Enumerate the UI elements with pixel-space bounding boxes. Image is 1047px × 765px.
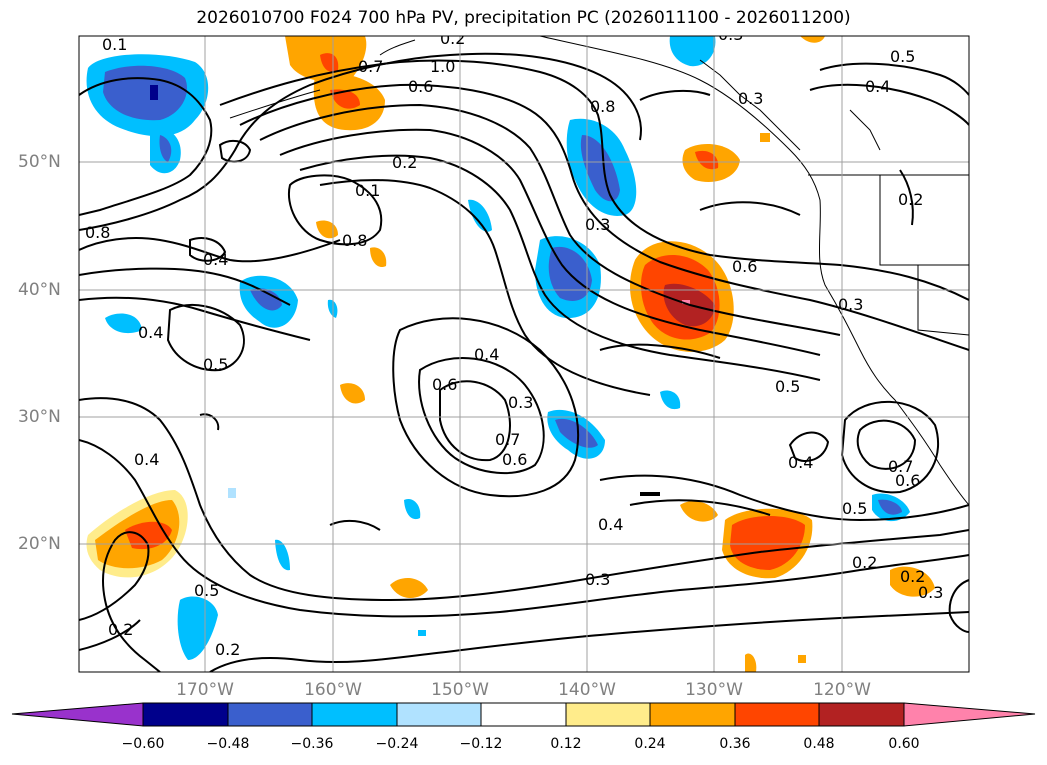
contour-label: 1.0 (430, 57, 455, 76)
colorbar-tick-label: 0.60 (888, 736, 920, 752)
contour-label: 0.6 (732, 257, 757, 276)
colorbar-over-arrow (903, 702, 1036, 727)
contour-label: 0.3 (738, 89, 763, 108)
contour-label: 0.4 (134, 450, 159, 469)
lon-label: 120°W (813, 680, 871, 700)
contour-label: 0.4 (788, 453, 813, 472)
contour-label: 0.7 (358, 57, 383, 76)
contour-label: 0.8 (590, 97, 615, 116)
lat-label: 20°N (18, 534, 61, 554)
lat-label: 30°N (18, 407, 61, 427)
pv-contours (79, 52, 969, 672)
contour-label: 0.6 (895, 471, 920, 490)
map-frame (78, 35, 970, 673)
contour-label: 0.8 (85, 223, 110, 242)
contour-label: 0.6 (408, 77, 433, 96)
contour-label: 0.2 (392, 153, 417, 172)
colorbar-segment (227, 702, 313, 727)
lon-label: 160°W (304, 680, 362, 700)
contour-label: 0.6 (432, 375, 457, 394)
colorbar-tick-label: −0.48 (206, 736, 250, 752)
lon-label: 170°W (176, 680, 234, 700)
contour-label: 0.4 (865, 77, 890, 96)
coastlines (229, 36, 969, 506)
colorbar-tick-label: 0.24 (634, 736, 666, 752)
colorbar-under-arrow (11, 702, 144, 727)
contour-label: 0.5 (194, 581, 219, 600)
contour-label: 0.5 (775, 377, 800, 396)
colorbar-segment (565, 702, 651, 727)
lon-label: 130°W (685, 680, 743, 700)
colorbar-segment (311, 702, 398, 727)
colorbar (11, 702, 1036, 727)
contour-label: 0.1 (355, 181, 380, 200)
contour-label: 0.3 (585, 215, 610, 234)
map-title: 2026010700 F024 700 hPa PV, precipitatio… (196, 8, 851, 28)
contour-label: 0.6 (502, 450, 527, 469)
contour-label: 0.7 (888, 457, 913, 476)
contour-label: 0.3 (718, 25, 743, 44)
colorbar-tick-label: −0.24 (375, 736, 419, 752)
contour-label: 0.2 (900, 567, 925, 586)
colorbar-tick-label: −0.60 (121, 736, 165, 752)
lat-label: 50°N (18, 152, 61, 172)
contour-label: 0.2 (852, 553, 877, 572)
contour-labels: 0.1 1.0 0.7 0.6 0.3 0.5 0.4 0.8 0.2 0.1 … (85, 25, 943, 659)
contour-label: 0.3 (585, 570, 610, 589)
contour-label: 0.4 (474, 345, 499, 364)
contour-label: 0.4 (598, 515, 623, 534)
contour-label: 0.2 (215, 640, 240, 659)
contour-label: 0.2 (898, 190, 923, 209)
colorbar-segment (818, 702, 905, 727)
colorbar-segment (649, 702, 736, 727)
colorbar-segment (734, 702, 820, 727)
colorbar-tick-label: −0.12 (459, 736, 503, 752)
colorbar-tick-label: 0.36 (719, 736, 751, 752)
colorbar-segment (142, 702, 229, 727)
colorbar-tick-label: 0.12 (550, 736, 582, 752)
colorbar-tick-label: 0.48 (803, 736, 835, 752)
contour-label: 0.2 (440, 29, 465, 48)
colorbar-segment (396, 702, 482, 727)
contour-label: 0.7 (495, 430, 520, 449)
colorbar-segment (480, 702, 567, 727)
contour-label: 0.3 (918, 583, 943, 602)
contour-label: 0.2 (108, 620, 133, 639)
graticule (79, 36, 969, 672)
contour-label: 0.3 (838, 295, 863, 314)
lon-label: 140°W (558, 680, 616, 700)
contour-label: 0.5 (842, 499, 867, 518)
contour-label: 0.5 (890, 47, 915, 66)
contour-label: 0.1 (102, 35, 127, 54)
lon-label: 150°W (431, 680, 489, 700)
contour-label: 0.4 (203, 250, 228, 269)
contour-label: 0.8 (342, 231, 367, 250)
contour-label: 0.5 (203, 355, 228, 374)
lat-label: 40°N (18, 280, 61, 300)
contour-label: 0.4 (138, 323, 163, 342)
colorbar-tick-label: −0.36 (290, 736, 334, 752)
contour-label: 0.3 (508, 393, 533, 412)
